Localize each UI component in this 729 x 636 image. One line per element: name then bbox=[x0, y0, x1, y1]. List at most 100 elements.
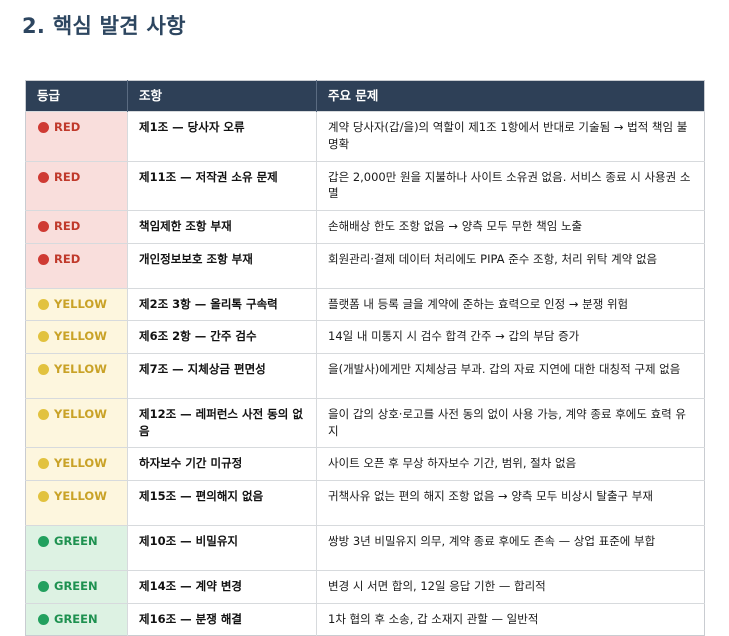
table-header: 등급 조항 주요 문제 bbox=[25, 80, 705, 112]
clause-cell: 제15조 — 편의해지 없음 bbox=[127, 480, 317, 526]
severity-label: GREEN bbox=[54, 611, 98, 626]
severity-dot-icon bbox=[38, 458, 49, 470]
issue-cell: 쌍방 3년 비밀유지 의무, 계약 종료 후에도 존속 — 상업 표준에 부합 bbox=[316, 525, 705, 571]
page-title-number: 2. bbox=[22, 14, 46, 38]
grade-cell: YELLOW bbox=[25, 287, 128, 321]
severity-dot-icon bbox=[38, 535, 49, 547]
severity-label: RED bbox=[54, 120, 81, 135]
clause-cell: 제16조 — 분쟁 해결 bbox=[127, 602, 317, 636]
severity-label: GREEN bbox=[54, 534, 98, 549]
severity-label: RED bbox=[54, 219, 81, 234]
severity-badge: YELLOW bbox=[38, 361, 117, 378]
severity-dot-icon bbox=[38, 298, 49, 310]
severity-dot-icon bbox=[38, 580, 49, 592]
clause-cell: 제12조 — 레퍼런스 사전 동의 없음 bbox=[127, 398, 317, 448]
grade-cell: YELLOW bbox=[25, 447, 128, 481]
severity-badge: YELLOW bbox=[38, 488, 117, 505]
severity-label: YELLOW bbox=[54, 296, 107, 311]
issue-cell: 계약 당사자(갑/을)의 역할이 제1조 1항에서 반대로 기술됨 → 법적 책… bbox=[316, 111, 705, 162]
issue-cell: 을이 갑의 상호·로고를 사전 동의 없이 사용 가능, 계약 종료 후에도 효… bbox=[316, 398, 705, 448]
clause-cell: 제14조 — 계약 변경 bbox=[127, 570, 317, 604]
page-title: 2. 핵심 발견 사항 bbox=[22, 10, 186, 40]
severity-badge: RED bbox=[38, 119, 117, 136]
table-row: GREEN 제16조 — 분쟁 해결 1차 협의 후 소송, 갑 소재지 관할 — … bbox=[25, 602, 705, 636]
severity-badge: GREEN bbox=[38, 611, 117, 628]
page-title-text: 핵심 발견 사항 bbox=[52, 14, 186, 38]
severity-dot-icon bbox=[38, 490, 49, 502]
severity-dot-icon bbox=[38, 331, 49, 343]
column-header-grade: 등급 bbox=[25, 80, 128, 112]
table-row: YELLOW 제2조 3항 — 올리톡 구속력 플랫폼 내 등록 글을 계약에 준하… bbox=[25, 287, 705, 321]
table-row: RED 제1조 — 당사자 오류 계약 당사자(갑/을)의 역할이 제1조 1항에서… bbox=[25, 111, 705, 162]
severity-label: RED bbox=[54, 169, 81, 184]
grade-cell: YELLOW bbox=[25, 320, 128, 354]
severity-dot-icon bbox=[38, 613, 49, 625]
grade-cell: YELLOW bbox=[25, 480, 128, 526]
table-row: YELLOW 제15조 — 편의해지 없음 귀책사유 없는 편의 해지 조항 없음 … bbox=[25, 480, 705, 526]
issue-cell: 갑은 2,000만 원을 지불하나 사이트 소유권 없음. 서비스 종료 시 사… bbox=[316, 160, 705, 211]
grade-cell: YELLOW bbox=[25, 398, 128, 448]
column-header-clause: 조항 bbox=[127, 80, 317, 112]
table-row: YELLOW 제7조 — 지체상금 편면성 을(개발사)에게만 지체상금 부과. 갑… bbox=[25, 353, 705, 399]
grade-cell: RED bbox=[25, 111, 128, 162]
clause-cell: 제7조 — 지체상금 편면성 bbox=[127, 353, 317, 399]
severity-badge: YELLOW bbox=[38, 328, 117, 345]
clause-cell: 제2조 3항 — 올리톡 구속력 bbox=[127, 287, 317, 321]
table-row: YELLOW 하자보수 기간 미규정 사이트 오픈 후 무상 하자보수 기간, 범위… bbox=[25, 447, 705, 481]
severity-dot-icon bbox=[38, 220, 49, 232]
table-row: YELLOW 제12조 — 레퍼런스 사전 동의 없음 을이 갑의 상호·로고를 사… bbox=[25, 398, 705, 448]
severity-dot-icon bbox=[38, 171, 49, 183]
table-row: RED 개인정보보호 조항 부재 회원관리·결제 데이터 처리에도 PIPA 준수 … bbox=[25, 242, 705, 289]
severity-badge: GREEN bbox=[38, 578, 117, 595]
severity-badge: RED bbox=[38, 251, 117, 268]
table-row: GREEN 제10조 — 비밀유지 쌍방 3년 비밀유지 의무, 계약 종료 후에도… bbox=[25, 525, 705, 571]
grade-cell: RED bbox=[25, 242, 128, 289]
severity-badge: RED bbox=[38, 169, 117, 186]
clause-cell: 하자보수 기간 미규정 bbox=[127, 447, 317, 481]
issue-cell: 회원관리·결제 데이터 처리에도 PIPA 준수 조항, 처리 위탁 계약 없음 bbox=[316, 242, 705, 289]
severity-label: YELLOW bbox=[54, 489, 107, 504]
severity-label: YELLOW bbox=[54, 362, 107, 377]
issue-cell: 손해배상 한도 조항 없음 → 양측 모두 무한 책임 노출 bbox=[316, 210, 705, 244]
table-header-row: 등급 조항 주요 문제 bbox=[25, 80, 705, 112]
issue-cell: 1차 협의 후 소송, 갑 소재지 관할 — 일반적 bbox=[316, 602, 705, 636]
severity-label: GREEN bbox=[54, 579, 98, 594]
clause-cell: 개인정보보호 조항 부재 bbox=[127, 242, 317, 289]
issue-cell: 14일 내 미통지 시 검수 합격 간주 → 갑의 부담 증가 bbox=[316, 320, 705, 354]
table-row: RED 책임제한 조항 부재 손해배상 한도 조항 없음 → 양측 모두 무한 책임… bbox=[25, 210, 705, 244]
issue-cell: 사이트 오픈 후 무상 하자보수 기간, 범위, 절차 없음 bbox=[316, 447, 705, 481]
clause-cell: 책임제한 조항 부재 bbox=[127, 210, 317, 244]
grade-cell: GREEN bbox=[25, 602, 128, 636]
grade-cell: GREEN bbox=[25, 525, 128, 571]
table-body: RED 제1조 — 당사자 오류 계약 당사자(갑/을)의 역할이 제1조 1항에서… bbox=[25, 111, 705, 636]
severity-label: YELLOW bbox=[54, 456, 107, 471]
severity-label: YELLOW bbox=[54, 329, 107, 344]
grade-cell: GREEN bbox=[25, 570, 128, 604]
clause-cell: 제10조 — 비밀유지 bbox=[127, 525, 317, 571]
severity-badge: YELLOW bbox=[38, 296, 117, 313]
issue-cell: 변경 시 서면 합의, 12일 응답 기한 — 합리적 bbox=[316, 570, 705, 604]
severity-badge: YELLOW bbox=[38, 406, 117, 423]
key-findings-table: 등급 조항 주요 문제 RED 제1조 — 당사자 오류 계약 당사자(갑/을)의 … bbox=[25, 80, 705, 636]
severity-dot-icon bbox=[38, 122, 49, 134]
clause-cell: 제11조 — 저작권 소유 문제 bbox=[127, 160, 317, 211]
issue-cell: 을(개발사)에게만 지체상금 부과. 갑의 자료 지연에 대한 대칭적 구제 없… bbox=[316, 353, 705, 399]
severity-badge: YELLOW bbox=[38, 455, 117, 472]
severity-dot-icon bbox=[38, 253, 49, 265]
severity-dot-icon bbox=[38, 363, 49, 375]
clause-cell: 제1조 — 당사자 오류 bbox=[127, 111, 317, 162]
table-row: GREEN 제14조 — 계약 변경 변경 시 서면 합의, 12일 응답 기한 —… bbox=[25, 570, 705, 604]
issue-cell: 플랫폼 내 등록 글을 계약에 준하는 효력으로 인정 → 분쟁 위험 bbox=[316, 287, 705, 321]
severity-badge: GREEN bbox=[38, 533, 117, 550]
severity-label: RED bbox=[54, 251, 81, 266]
severity-badge: RED bbox=[38, 218, 117, 235]
issue-cell: 귀책사유 없는 편의 해지 조항 없음 → 양측 모두 비상시 탈출구 부재 bbox=[316, 480, 705, 526]
grade-cell: YELLOW bbox=[25, 353, 128, 399]
column-header-issue: 주요 문제 bbox=[316, 80, 705, 112]
table-row: YELLOW 제6조 2항 — 간주 검수 14일 내 미통지 시 검수 합격 간주… bbox=[25, 320, 705, 354]
table-row: RED 제11조 — 저작권 소유 문제 갑은 2,000만 원을 지불하나 사이트… bbox=[25, 160, 705, 211]
grade-cell: RED bbox=[25, 210, 128, 244]
severity-dot-icon bbox=[38, 408, 49, 420]
grade-cell: RED bbox=[25, 160, 128, 211]
